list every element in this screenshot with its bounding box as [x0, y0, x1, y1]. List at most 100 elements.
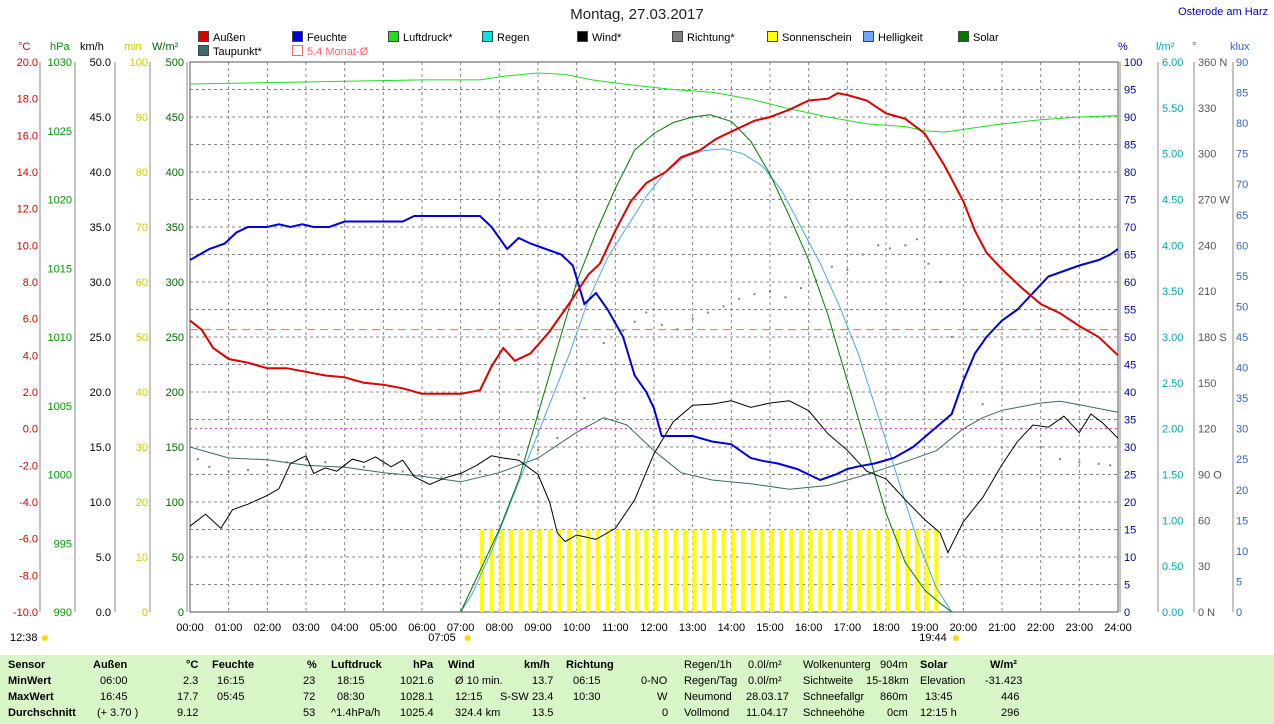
- direction-dot: [830, 265, 833, 268]
- tick-label-rain: 3.00: [1162, 332, 1183, 344]
- footer-solar-max-value: 446: [1001, 691, 1020, 703]
- unit-label: hPa: [50, 41, 70, 53]
- tick-label-pct: 15: [1124, 525, 1136, 537]
- sunshine-bar: [856, 529, 861, 612]
- sunshine-bar: [740, 529, 745, 612]
- footer-snowline-value: 860m: [880, 691, 908, 703]
- direction-dot: [266, 464, 269, 467]
- direction-dot: [1020, 427, 1023, 430]
- legend-swatch: [388, 31, 399, 42]
- sunshine-bar: [595, 529, 600, 612]
- tick-label-rain: 1.50: [1162, 470, 1183, 482]
- unit-label: km/h: [80, 41, 104, 53]
- tick-label-pct: 80: [1124, 167, 1136, 179]
- sunshine-bar: [885, 529, 890, 612]
- sunshine-bar: [750, 529, 755, 612]
- legend-label: Luftdruck*: [403, 32, 453, 44]
- direction-dot: [676, 328, 679, 331]
- unit-label: %: [1118, 41, 1128, 53]
- sunshine-bar: [634, 529, 639, 612]
- sunshine-bar: [615, 529, 620, 612]
- x-tick-label: 12:00: [640, 622, 668, 634]
- x-tick-label: 16:00: [795, 622, 823, 634]
- tick-label-temp: 16.0: [17, 130, 38, 142]
- tick-label-klux: 10: [1236, 546, 1248, 558]
- x-tick-label: 14:00: [718, 622, 746, 634]
- direction-dot: [1109, 464, 1112, 467]
- tick-label-klux: 15: [1236, 515, 1248, 527]
- sunset-sun-icon: [952, 635, 959, 641]
- tick-label-min: 90: [136, 112, 148, 124]
- footer-snowline-label: Schneefallgr: [803, 691, 865, 703]
- tick-label-kmh: 0.0: [96, 607, 111, 619]
- footer-max-aussen-time: 16:45: [100, 691, 128, 703]
- footer-avg-richtung-value: 0: [662, 707, 669, 719]
- tick-label-temp: 10.0: [17, 240, 38, 252]
- footer-max-feuchte-time: 05:45: [217, 691, 245, 703]
- unit-label: l/m²: [1156, 41, 1175, 53]
- direction-dot: [877, 244, 880, 247]
- direction-dot: [846, 268, 849, 271]
- tick-label-pct: 50: [1124, 332, 1136, 344]
- sunshine-bar: [769, 529, 774, 612]
- x-tick-label: 08:00: [486, 622, 514, 634]
- sunshine-bar: [653, 529, 658, 612]
- direction-dot: [1039, 446, 1042, 448]
- sunshine-bar: [827, 529, 832, 612]
- sunshine-bar: [586, 529, 591, 612]
- direction-dot: [401, 470, 404, 473]
- tick-label-pct: 90: [1124, 112, 1136, 124]
- tick-label-pct: 70: [1124, 222, 1136, 234]
- sunshine-bar: [798, 529, 803, 612]
- unit-label: W/m²: [152, 41, 179, 53]
- sunshine-bar: [905, 529, 910, 612]
- sunshine-bar: [479, 529, 484, 612]
- tick-label-hpa: 995: [54, 538, 72, 550]
- tick-label-kmh: 45.0: [90, 112, 111, 124]
- footer-max-wind-time: 12:15: [455, 691, 483, 703]
- x-tick-label: 07:00: [447, 622, 475, 634]
- footer-min-richtung-value: 0-NO: [641, 675, 668, 687]
- direction-dot: [660, 323, 663, 326]
- sunshine-bar: [711, 529, 716, 612]
- sunshine-bar: [914, 529, 919, 612]
- direction-dot: [861, 253, 864, 256]
- footer-visibility-value: 15-18km: [866, 675, 909, 687]
- legend-label: Sonnenschein: [782, 32, 852, 44]
- series-auen-line: [189, 92, 1119, 395]
- legend-item: Regen: [482, 31, 529, 44]
- tick-label-kmh: 40.0: [90, 167, 111, 179]
- sunshine-bar: [702, 529, 707, 612]
- tick-label-pct: 5: [1124, 580, 1130, 592]
- legend-item: Helligkeit: [863, 31, 923, 44]
- tick-label-hpa: 1010: [48, 332, 72, 344]
- sunshine-bar: [605, 529, 610, 612]
- direction-dot: [363, 465, 365, 468]
- tick-label-pct: 60: [1124, 277, 1136, 289]
- tick-label-temp: -6.0: [19, 534, 38, 546]
- legend-label: Feuchte: [307, 32, 347, 44]
- footer-row-min-label: MinWert: [8, 675, 52, 687]
- legend-label: Solar: [973, 32, 999, 44]
- tick-label-pct: 0: [1124, 607, 1130, 619]
- legend-label: Wind*: [592, 32, 622, 44]
- direction-dot: [927, 262, 930, 265]
- legend-swatch: [198, 45, 209, 56]
- footer-row-max-label: MaxWert: [8, 691, 54, 703]
- footer-header-aussen-unit: °C: [186, 659, 199, 671]
- direction-dot: [939, 281, 942, 283]
- footer-min-wind-time: Ø 10 min.: [455, 675, 503, 687]
- footer-elevation-label: Elevation: [920, 675, 966, 687]
- footer-fullmoon-label: Vollmond: [684, 707, 730, 719]
- tick-label-wm2: 350: [166, 222, 184, 234]
- direction-dot: [722, 305, 725, 308]
- tick-label-wm2: 450: [166, 112, 184, 124]
- footer-rain-hour-label: Regen/1h: [684, 659, 732, 671]
- tick-label-deg: 270 W: [1198, 195, 1230, 207]
- x-tick-label: 01:00: [215, 622, 243, 634]
- footer-header-luftdruck-unit: hPa: [413, 659, 434, 671]
- legend-swatch: [672, 31, 683, 42]
- marker-now-sun-icon: [42, 635, 48, 641]
- direction-dot: [247, 468, 249, 471]
- legend-label: Richtung*: [687, 32, 735, 44]
